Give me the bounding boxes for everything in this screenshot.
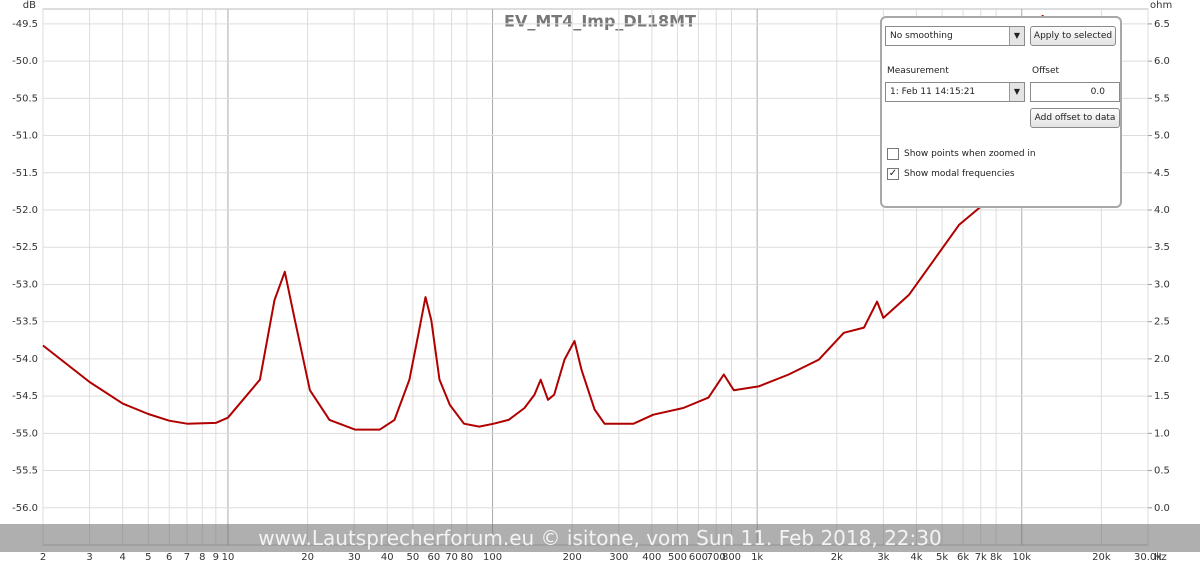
x-tick-label: 5 (145, 552, 151, 563)
y-tick-label: -49.5 (12, 19, 38, 30)
x-tick-label: 10k (1012, 552, 1031, 563)
x-tick-label: 6 (166, 552, 172, 563)
y-tick-label: -54.5 (12, 391, 38, 402)
y-tick-label: -55.0 (12, 428, 38, 439)
x-tick-label: 30.0k (1134, 552, 1162, 563)
x-tick-label: 6k (957, 552, 969, 563)
x-tick-label: 800 (722, 552, 741, 563)
impedance-line (42, 14, 1044, 431)
x-tick-label: 700 (707, 552, 726, 563)
dropdown-arrow: ▼ (1009, 83, 1024, 101)
x-tick-label: 70 (445, 552, 458, 563)
x-tick-label: 2 (40, 552, 46, 563)
x-tick-label: 7 (184, 552, 190, 563)
show-points-checkbox[interactable] (887, 148, 899, 160)
x-tick-label: 400 (642, 552, 661, 563)
offset-input[interactable]: 0.0 (1030, 82, 1120, 102)
y-tick-label: -51.0 (12, 131, 38, 142)
smoothing-select[interactable]: No smoothing ▼ (885, 26, 1025, 46)
add-offset-button[interactable]: Add offset to data (1030, 108, 1120, 128)
y2-tick-label: 0.5 (1154, 466, 1170, 477)
x-tick-label: 4k (910, 552, 922, 563)
control-panel: No smoothing ▼ Apply to selected Measurem… (880, 16, 1122, 208)
show-modal-checkbox[interactable]: ✓ (887, 168, 899, 180)
x-tick-label: 100 (483, 552, 502, 563)
y-tick-label: -51.5 (12, 168, 38, 179)
x-tick-label: 1k (751, 552, 763, 563)
y2-tick-label: 3.5 (1154, 242, 1170, 253)
x-tick-label: 4 (119, 552, 125, 563)
y2-tick-label: 6.0 (1154, 56, 1170, 67)
offset-value: 0.0 (1090, 87, 1105, 97)
y2-tick-label: 1.5 (1154, 391, 1170, 402)
y2-tick-label: 5.0 (1154, 131, 1170, 142)
watermark: www.Lautsprecherforum.eu © isitone, vom … (0, 524, 1200, 552)
x-tick-label: 10 (222, 552, 235, 563)
y-tick-label: -52.0 (12, 205, 38, 216)
x-tick-label: 9 (213, 552, 219, 563)
y2-tick-label: 6.5 (1154, 19, 1170, 30)
x-tick-label: 7k (975, 552, 987, 563)
x-tick-label: 3k (877, 552, 889, 563)
offset-label: Offset (1032, 66, 1060, 76)
y2-tick-label: 2.5 (1154, 317, 1170, 328)
y-tick-label: -55.5 (12, 466, 38, 477)
y2-axis-label: ohm (1150, 0, 1172, 11)
x-tick-label: 600 (689, 552, 708, 563)
y2-tick-label: 2.0 (1154, 354, 1170, 365)
measurement-select[interactable]: 1: Feb 11 14:15:21 ▼ (885, 82, 1025, 102)
show-points-label: Show points when zoomed in (904, 149, 1036, 159)
x-tick-label: 3 (86, 552, 92, 563)
y-tick-label: -50.0 (12, 56, 38, 67)
x-tick-label: 40 (381, 552, 394, 563)
x-tick-label: 2k (831, 552, 843, 563)
x-tick-label: 8 (199, 552, 205, 563)
measurement-value: 1: Feb 11 14:15:21 (890, 87, 976, 97)
y-tick-label: -53.5 (12, 317, 38, 328)
x-tick-label: 60 (427, 552, 440, 563)
show-modal-label: Show modal frequencies (904, 169, 1015, 179)
x-tick-label: 5k (936, 552, 948, 563)
x-tick-label: 8k (990, 552, 1002, 563)
y2-tick-label: 0.0 (1154, 503, 1170, 514)
y-tick-label: -54.0 (12, 354, 38, 365)
x-tick-label: 50 (407, 552, 420, 563)
y2-tick-label: 3.0 (1154, 279, 1170, 290)
x-axis-label: Hz (1154, 552, 1167, 563)
y-tick-label: -52.5 (12, 242, 38, 253)
x-tick-label: 20k (1092, 552, 1111, 563)
x-tick-label: 500 (668, 552, 687, 563)
x-tick-label: 300 (609, 552, 628, 563)
y-tick-label: -56.0 (12, 503, 38, 514)
y-tick-label: -50.5 (12, 93, 38, 104)
y-axis-label: dB (23, 0, 36, 11)
y2-tick-label: 1.0 (1154, 428, 1170, 439)
chart-title: EV_MT4_Imp_DL18MT (504, 12, 696, 31)
dropdown-arrow: ▼ (1009, 27, 1024, 45)
y2-tick-label: 4.5 (1154, 168, 1170, 179)
x-tick-label: 200 (563, 552, 582, 563)
x-tick-label: 30 (348, 552, 361, 563)
x-tick-label: 20 (301, 552, 314, 563)
y2-tick-label: 4.0 (1154, 205, 1170, 216)
smoothing-value: No smoothing (890, 31, 953, 41)
x-tick-label: 80 (461, 552, 474, 563)
y2-tick-label: 5.5 (1154, 93, 1170, 104)
measurement-label: Measurement (887, 66, 949, 76)
y-tick-label: -53.0 (12, 279, 38, 290)
apply-button[interactable]: Apply to selected (1030, 26, 1116, 46)
